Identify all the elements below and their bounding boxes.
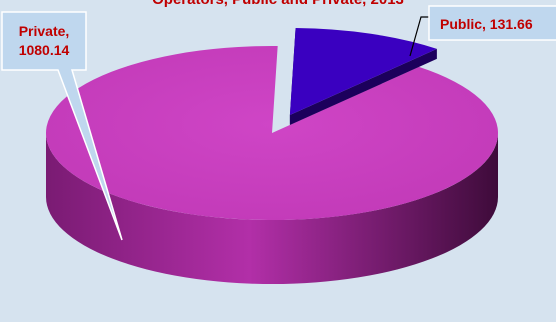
label-private-line1: Private,: [19, 23, 70, 39]
label-public: Public, 131.66: [440, 16, 533, 32]
label-private-line2: 1080.14: [19, 42, 70, 58]
callout-public-leader: [409, 16, 429, 57]
slice-private-side: [46, 133, 498, 284]
callout-public-box: [428, 5, 556, 41]
chart-title: Operators, Public and Private, 2013: [152, 0, 404, 8]
slice-public: [289, 28, 437, 116]
slices-layer: [45, 28, 498, 284]
slice-public-side-cut: [289, 48, 437, 126]
callout-private: Private, 1080.14: [1, 11, 123, 241]
slice-private: [45, 45, 498, 220]
callout-private-box: [1, 11, 123, 241]
callout-public: Public, 131.66: [409, 5, 556, 57]
